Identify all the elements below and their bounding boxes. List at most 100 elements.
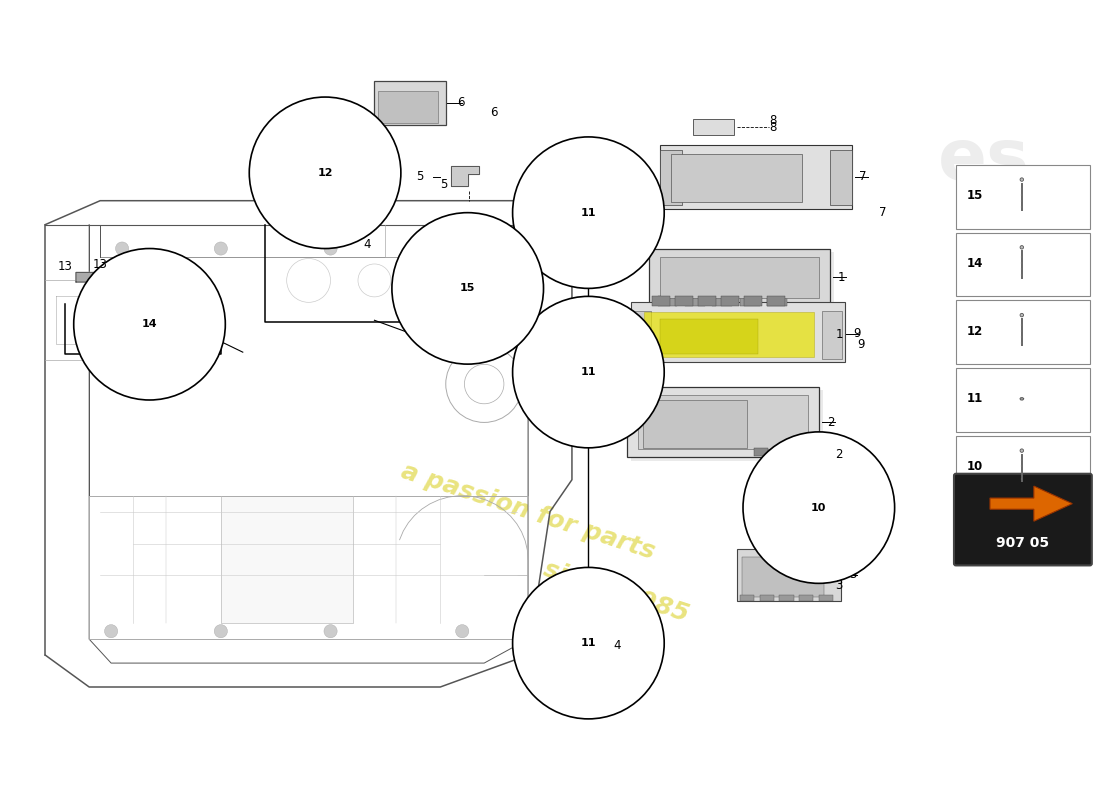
Bar <box>698 295 716 306</box>
Text: 11: 11 <box>581 208 596 218</box>
Circle shape <box>214 242 228 255</box>
Text: es: es <box>937 126 1030 195</box>
Text: 11: 11 <box>581 638 596 648</box>
Text: 15: 15 <box>460 283 475 294</box>
Bar <box>693 119 735 135</box>
Bar <box>722 295 739 306</box>
Bar <box>779 594 793 601</box>
Text: 1: 1 <box>835 328 843 341</box>
Polygon shape <box>273 123 344 138</box>
Bar <box>644 400 748 448</box>
Ellipse shape <box>74 249 226 400</box>
Text: 6: 6 <box>456 96 464 109</box>
Ellipse shape <box>250 97 400 249</box>
Text: 3: 3 <box>849 568 857 581</box>
FancyBboxPatch shape <box>954 474 1092 566</box>
Bar <box>773 448 788 456</box>
Circle shape <box>324 625 337 638</box>
Circle shape <box>104 625 118 638</box>
Text: 10: 10 <box>811 502 826 513</box>
Ellipse shape <box>742 432 894 583</box>
Text: 9: 9 <box>857 338 865 350</box>
Circle shape <box>214 625 228 638</box>
Text: 12: 12 <box>317 168 333 178</box>
Bar <box>822 310 842 358</box>
Bar <box>653 252 834 309</box>
Text: 4: 4 <box>321 166 329 179</box>
Circle shape <box>324 242 337 255</box>
Text: 3: 3 <box>835 579 843 592</box>
Bar <box>956 300 1090 364</box>
Text: 6: 6 <box>490 106 497 119</box>
Bar <box>221 496 352 623</box>
Bar <box>671 154 802 202</box>
Bar <box>956 368 1090 432</box>
Bar <box>652 295 670 306</box>
Text: 5: 5 <box>440 178 448 191</box>
Text: 9: 9 <box>852 327 860 340</box>
Text: 8: 8 <box>769 121 777 134</box>
Bar <box>631 390 823 461</box>
Bar <box>660 150 682 205</box>
Text: 15: 15 <box>967 189 983 202</box>
Bar <box>760 594 773 601</box>
Text: 11: 11 <box>967 392 983 406</box>
Bar <box>767 295 784 306</box>
Bar <box>713 296 733 306</box>
Bar <box>660 257 818 298</box>
Ellipse shape <box>392 213 543 364</box>
Text: 14: 14 <box>967 257 983 270</box>
Bar <box>829 150 851 205</box>
Bar <box>818 594 833 601</box>
Text: 13: 13 <box>57 259 73 273</box>
Text: 13: 13 <box>92 258 108 271</box>
Bar <box>740 296 760 306</box>
Polygon shape <box>76 273 103 282</box>
Bar <box>685 296 705 306</box>
Text: a passion for parts: a passion for parts <box>398 459 658 564</box>
Bar <box>755 448 768 456</box>
Bar <box>740 594 755 601</box>
Bar <box>631 310 651 358</box>
Text: 12: 12 <box>967 325 983 338</box>
Text: 907 05: 907 05 <box>997 536 1049 550</box>
Bar <box>675 295 693 306</box>
Circle shape <box>455 242 469 255</box>
Text: since 1985: since 1985 <box>540 557 692 626</box>
Bar <box>377 90 438 122</box>
Polygon shape <box>299 110 318 148</box>
Text: 8: 8 <box>769 114 777 127</box>
Text: 7: 7 <box>879 206 887 219</box>
Polygon shape <box>990 486 1072 521</box>
Bar <box>627 387 818 458</box>
Bar <box>638 395 807 450</box>
Text: 4: 4 <box>363 238 371 251</box>
Bar <box>956 165 1090 229</box>
Bar <box>745 295 762 306</box>
Text: 4: 4 <box>614 639 622 652</box>
Text: 5: 5 <box>417 170 424 183</box>
Circle shape <box>1021 398 1023 399</box>
Text: 4: 4 <box>597 641 604 650</box>
Polygon shape <box>1020 398 1024 400</box>
Bar <box>956 233 1090 296</box>
Bar <box>793 448 807 456</box>
Bar <box>737 549 840 601</box>
Bar <box>645 312 814 357</box>
Circle shape <box>1020 178 1023 182</box>
Circle shape <box>1020 246 1023 249</box>
Circle shape <box>1020 449 1023 452</box>
Bar <box>660 145 851 209</box>
Text: 7: 7 <box>859 170 867 183</box>
Text: 11: 11 <box>581 367 596 377</box>
Bar <box>658 296 678 306</box>
Bar <box>799 594 813 601</box>
Bar <box>742 557 824 597</box>
Text: 14: 14 <box>142 319 157 330</box>
Bar <box>767 296 786 306</box>
Text: 10: 10 <box>967 460 983 473</box>
Bar <box>631 302 845 362</box>
Bar <box>594 631 627 647</box>
Ellipse shape <box>513 567 664 719</box>
Bar <box>660 318 759 354</box>
